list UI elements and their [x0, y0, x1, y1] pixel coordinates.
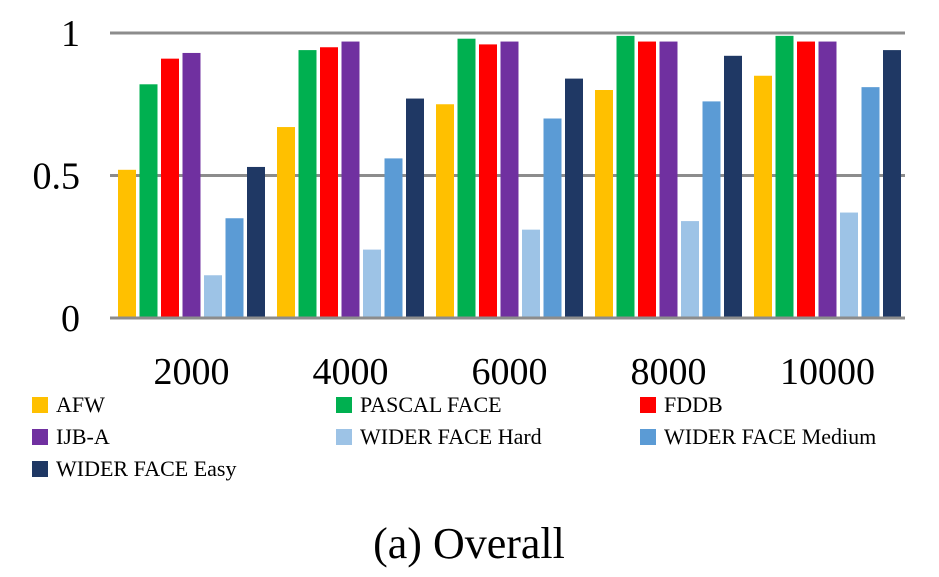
- bar: [861, 87, 880, 319]
- bar: [298, 50, 317, 318]
- bar: [775, 35, 794, 318]
- y-tick-label: 0.5: [33, 156, 81, 198]
- legend-swatch: [640, 429, 656, 445]
- bar: [384, 158, 403, 318]
- bar: [638, 41, 656, 319]
- bar: [500, 41, 519, 319]
- legend-label: WIDER FACE Hard: [360, 424, 542, 449]
- legend-swatch: [640, 397, 656, 413]
- bar: [436, 104, 454, 318]
- bar: [161, 58, 179, 319]
- legend-label: AFW: [56, 392, 105, 417]
- legend-swatch: [336, 397, 352, 413]
- bar: [363, 249, 381, 318]
- legend-label: PASCAL FACE: [360, 392, 502, 417]
- bar: [277, 127, 295, 318]
- x-category-label: 10000: [780, 351, 875, 393]
- bar: [139, 84, 158, 318]
- bar: [681, 221, 699, 318]
- y-tick-label: 1: [61, 13, 80, 55]
- chart-caption: (a) Overall: [373, 519, 565, 568]
- legend-label: FDDB: [664, 392, 723, 417]
- bar: [118, 169, 136, 318]
- bar: [247, 166, 265, 318]
- bar: [225, 218, 244, 318]
- bar: [659, 41, 678, 319]
- x-category-label: 4000: [313, 351, 389, 393]
- bar: [616, 35, 635, 318]
- bar: [341, 41, 360, 319]
- bars: [110, 35, 905, 320]
- legend-swatch: [32, 429, 48, 445]
- bar: [797, 41, 815, 319]
- legend-label: WIDER FACE Easy: [56, 456, 236, 481]
- bar: [543, 118, 562, 318]
- y-tick-label: 0: [61, 298, 80, 340]
- bar: [840, 212, 858, 318]
- x-category-label: 2000: [154, 351, 230, 393]
- x-axis-categories: 2000 4000 6000 8000 10000: [154, 351, 876, 393]
- x-category-label: 6000: [472, 351, 548, 393]
- bar: [724, 55, 742, 319]
- bar: [522, 229, 540, 318]
- legend-swatch: [32, 397, 48, 413]
- legend-swatch: [32, 461, 48, 477]
- bar: [565, 78, 583, 318]
- bar: [204, 275, 222, 318]
- bar: [406, 98, 424, 318]
- legend-label: WIDER FACE Medium: [664, 424, 876, 449]
- legend-swatch: [336, 429, 352, 445]
- legend-label: IJB-A: [56, 424, 110, 449]
- bar: [818, 41, 837, 319]
- y-axis-ticks: 00.51: [33, 13, 81, 340]
- bar: [320, 47, 338, 318]
- bar: [479, 44, 497, 319]
- x-category-label: 8000: [631, 351, 707, 393]
- bar: [702, 101, 721, 319]
- legend: AFW PASCAL FACE FDDB IJB-A WIDER FACE Hard WI…: [32, 392, 876, 481]
- bar: [883, 50, 901, 318]
- bar: [754, 75, 772, 318]
- bar: [182, 52, 201, 318]
- bar: [595, 90, 613, 318]
- bar: [457, 38, 476, 318]
